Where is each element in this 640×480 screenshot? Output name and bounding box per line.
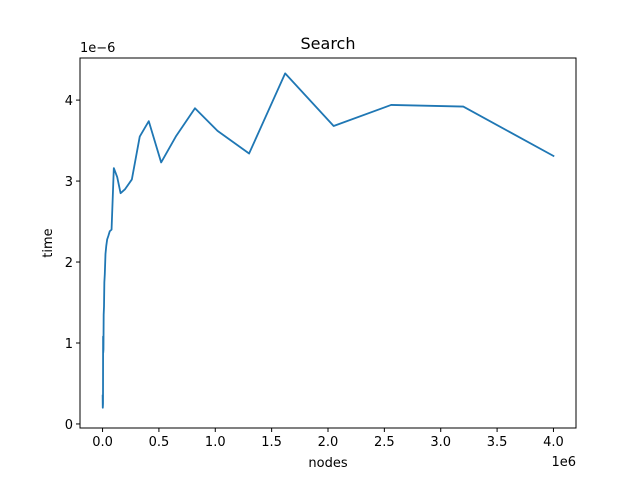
plot-area: [80, 58, 576, 428]
x-tick-label: 0.0: [92, 435, 113, 450]
x-tick-label: 0.5: [149, 435, 170, 450]
chart-title: Search: [301, 34, 356, 53]
series-line: [101, 72, 555, 409]
y-offset-label: 1e−6: [80, 41, 115, 56]
axis-layer: 0.0 0.5 1.0 1.5 2.0 2.5 3.0 3.5 4.0 0 1 2 3 4: [65, 94, 564, 450]
x-tick-label: 4.0: [543, 435, 564, 450]
x-tick-label: 2.5: [374, 435, 395, 450]
x-tick-label: 3.0: [430, 435, 451, 450]
plot-frame: [79, 57, 577, 429]
x-tick-label: 3.5: [487, 435, 508, 450]
x-tick-label: 1.0: [205, 435, 226, 450]
x-offset-label: 1e6: [551, 455, 576, 470]
x-axis-label: nodes: [308, 456, 347, 471]
y-tick-label: 0: [65, 418, 73, 433]
data-layer: [101, 72, 555, 409]
x-tick-label: 1.5: [261, 435, 282, 450]
y-axis-label: time: [41, 228, 56, 257]
y-tick-label: 1: [65, 337, 73, 352]
y-tick-label: 3: [65, 175, 73, 190]
y-tick-label: 4: [65, 94, 73, 109]
x-tick-label: 2.0: [318, 435, 339, 450]
y-tick-label: 2: [65, 256, 73, 271]
